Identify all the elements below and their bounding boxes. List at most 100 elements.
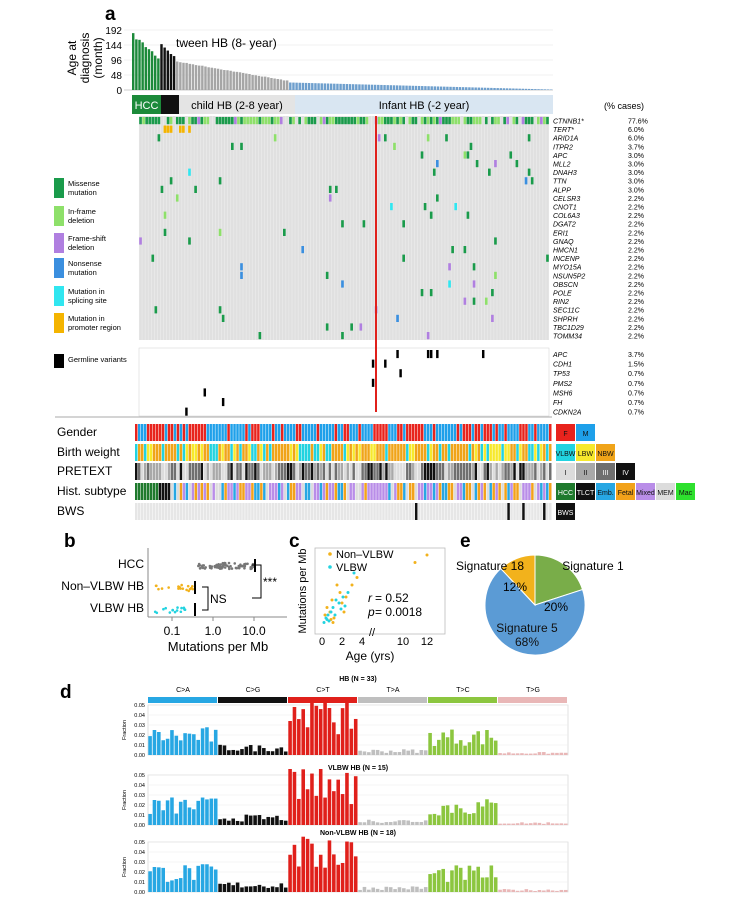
clinical-cell bbox=[501, 424, 504, 441]
clinical-cell bbox=[447, 444, 451, 461]
age-bar bbox=[317, 83, 320, 90]
clinical-cell bbox=[257, 483, 260, 500]
oncoprint-cell bbox=[546, 117, 549, 125]
clinical-cell bbox=[444, 483, 448, 500]
clinical-cell bbox=[286, 424, 290, 441]
clinical-cell bbox=[218, 424, 221, 441]
d-title-hb: HB (N = 33) bbox=[339, 676, 377, 683]
oncoprint-cell bbox=[472, 297, 476, 305]
c-dot-nonvlbw bbox=[338, 591, 342, 594]
clinical-cell bbox=[155, 444, 159, 461]
clinical-cell bbox=[540, 463, 543, 480]
group-hcc-label: HCC bbox=[135, 100, 159, 112]
clinical-cell bbox=[355, 483, 358, 500]
clinical-cell bbox=[522, 503, 525, 520]
clinical-cell bbox=[173, 503, 177, 520]
gene-label: RIN2 bbox=[553, 299, 569, 306]
clinical-cell bbox=[155, 503, 159, 520]
clinical-cell bbox=[152, 463, 156, 480]
d-bar bbox=[537, 752, 542, 755]
clinical-cell bbox=[239, 424, 242, 441]
clinical-cell bbox=[409, 503, 412, 520]
clinical-cell bbox=[516, 424, 519, 441]
clinical-cells bbox=[135, 424, 552, 520]
oncoprint-cell bbox=[270, 117, 274, 125]
oncoprint-cell bbox=[420, 289, 424, 297]
d-bar bbox=[275, 815, 279, 825]
oncoprint-cell bbox=[383, 134, 387, 142]
clinical-cell bbox=[242, 503, 245, 520]
clinical-cell bbox=[391, 444, 394, 461]
clinical-cell bbox=[206, 503, 209, 520]
d-bar bbox=[384, 886, 389, 892]
clinical-cell bbox=[304, 424, 308, 441]
clinical-cell bbox=[146, 483, 150, 500]
clinical-cell bbox=[334, 444, 338, 461]
clinical-cell bbox=[543, 503, 546, 520]
bws-legend-swatch bbox=[556, 503, 575, 520]
clinical-cell bbox=[242, 483, 245, 500]
oncoprint-cell bbox=[350, 117, 353, 125]
d-bar bbox=[353, 776, 358, 825]
oncoprint-cell bbox=[435, 194, 439, 202]
b-dot-hcc bbox=[223, 562, 227, 566]
pretext-legend-label: II bbox=[584, 470, 588, 477]
oncoprint-cell bbox=[224, 117, 228, 125]
c-xtick-10: 10 bbox=[397, 636, 409, 648]
birth-weight-legend-swatch bbox=[596, 444, 615, 461]
panel-e-label: e bbox=[460, 531, 471, 552]
d-bar bbox=[213, 869, 218, 892]
clinical-cell bbox=[149, 503, 153, 520]
hist-legend-label: TLCT bbox=[577, 490, 595, 497]
clinical-cell bbox=[495, 444, 498, 461]
d-bar bbox=[358, 750, 362, 755]
hist-legend-label: HCC bbox=[558, 490, 573, 497]
d-ytick: 0.05 bbox=[134, 773, 145, 779]
oncoprint-cell bbox=[338, 117, 341, 125]
birth-weight-legend-label: LBW bbox=[578, 451, 594, 458]
clinical-cell bbox=[143, 463, 147, 480]
clinical-cell bbox=[409, 444, 412, 461]
germline-gene-label: FH bbox=[553, 400, 563, 407]
pretext-legend-label: III bbox=[603, 470, 609, 477]
clinical-cell bbox=[412, 503, 415, 520]
d-bar bbox=[292, 706, 297, 755]
clinical-cell bbox=[200, 483, 204, 500]
oncoprint-cell bbox=[387, 117, 390, 125]
clinical-cell bbox=[179, 463, 183, 480]
d-bar bbox=[349, 728, 354, 755]
d-bar bbox=[310, 700, 314, 755]
clinical-cell bbox=[352, 444, 355, 461]
age-bar bbox=[499, 88, 503, 90]
c-dot-vlbw bbox=[343, 604, 347, 608]
clinical-cell bbox=[230, 463, 233, 480]
d-bar bbox=[397, 820, 402, 825]
clinical-cell bbox=[465, 463, 469, 480]
clinical-cell bbox=[182, 463, 186, 480]
clinical-cell bbox=[453, 444, 457, 461]
clinical-cell bbox=[233, 503, 236, 520]
clinical-cell bbox=[459, 503, 463, 520]
clinical-cell bbox=[343, 503, 346, 520]
d-bar bbox=[511, 889, 515, 892]
gender-legend-label: M bbox=[583, 431, 589, 438]
gene-label: SEC11C bbox=[553, 308, 581, 315]
oncoprint-cell bbox=[264, 117, 268, 125]
clinical-cell bbox=[313, 483, 317, 500]
clinical-cell bbox=[191, 444, 195, 461]
germline-gene-pct: 3.7% bbox=[628, 352, 644, 359]
age-bar bbox=[150, 51, 154, 90]
clinical-cell bbox=[289, 463, 293, 480]
d-bar bbox=[266, 751, 270, 755]
clinical-cell bbox=[203, 483, 206, 500]
clinical-cell bbox=[135, 463, 138, 480]
d-bar bbox=[248, 886, 253, 892]
legend-label-line1: Mutation in bbox=[68, 287, 105, 296]
clinical-cell bbox=[167, 503, 171, 520]
gene-pct: 2.2% bbox=[628, 282, 644, 289]
clinical-cell bbox=[516, 444, 519, 461]
age-bar bbox=[248, 74, 251, 90]
clinical-cell bbox=[397, 444, 400, 461]
c-dot-vlbw bbox=[322, 621, 326, 624]
oncoprint-cell bbox=[402, 220, 405, 228]
